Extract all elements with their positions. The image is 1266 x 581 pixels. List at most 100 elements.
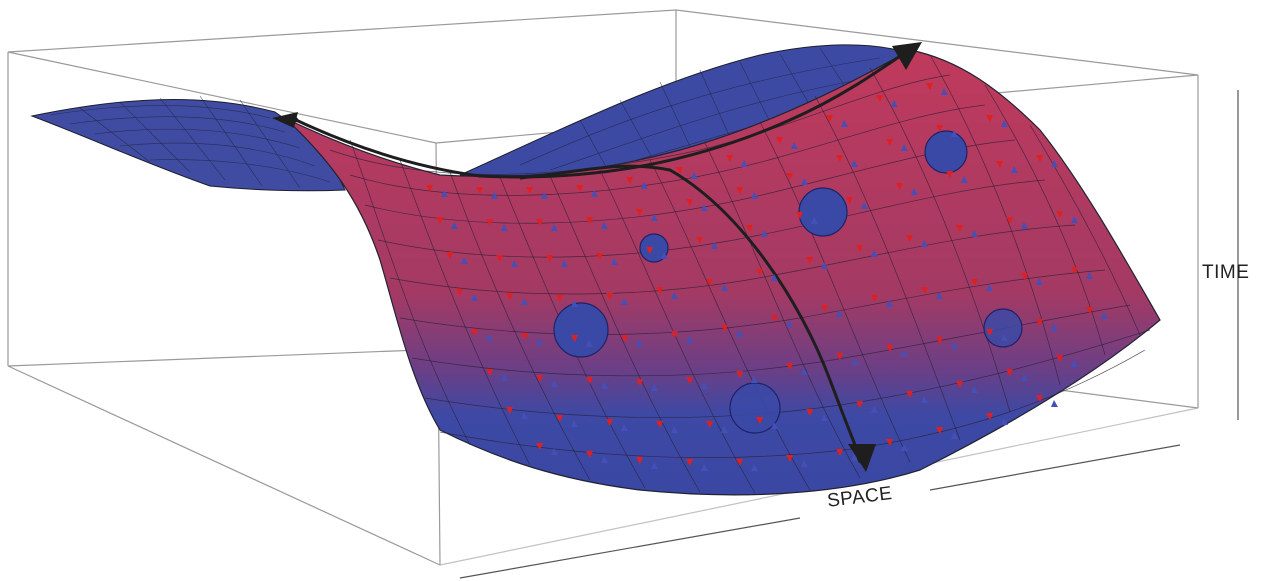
trajectory-upper: [289, 49, 911, 179]
flow-arrow-blue: [1071, 216, 1078, 223]
flow-arrow-blue: [721, 426, 728, 433]
flow-arrow-blue: [951, 130, 958, 137]
main-trajectories: [289, 49, 911, 467]
flow-arrow-blue: [571, 300, 578, 307]
flow-arrow-red: [756, 417, 763, 424]
flow-arrow-blue: [1051, 324, 1058, 331]
flow-arrow-blue: [921, 396, 928, 403]
flow-arrow-blue: [1036, 278, 1043, 285]
flow-arrow-blue: [901, 350, 908, 357]
flow-arrow-blue: [871, 250, 878, 257]
trajectory-down: [519, 164, 865, 467]
flow-arrow-red: [676, 167, 683, 174]
flow-arrow-blue: [641, 182, 648, 189]
flow-arrow-blue: [821, 262, 828, 269]
flow-arrow-blue: [651, 462, 658, 469]
flow-arrow-red: [706, 279, 713, 286]
flow-arrow-red: [786, 363, 793, 370]
flow-arrow-red: [706, 421, 713, 428]
flow-arrow-blue: [786, 320, 793, 327]
flow-arrow-red: [586, 451, 593, 458]
flow-arrow-red: [536, 219, 543, 226]
flow-arrow-red: [556, 295, 563, 302]
flow-arrow-blue: [636, 340, 643, 347]
flow-arrow-red: [536, 443, 543, 450]
flow-arrow-red: [1036, 319, 1043, 326]
flow-arrow-blue: [911, 188, 918, 195]
flow-arrow-blue: [811, 217, 818, 224]
flow-arrow-blue: [771, 274, 778, 281]
flow-arrow-red: [586, 377, 593, 384]
flow-arrow-blue: [871, 406, 878, 413]
flow-arrow-blue: [551, 448, 558, 455]
flow-arrow-blue: [486, 334, 493, 341]
flow-arrow-blue: [701, 204, 708, 211]
flow-arrow-blue: [511, 260, 518, 267]
flow-arrow-red: [756, 269, 763, 276]
flow-arrow-red: [726, 155, 733, 162]
flow-arrow-red: [721, 325, 728, 332]
flow-arrow-blue: [621, 424, 628, 431]
flow-arrow-red: [686, 459, 693, 466]
flow-arrow-red: [606, 419, 613, 426]
flow-arrow-red: [636, 457, 643, 464]
flow-arrow-red: [1036, 395, 1043, 402]
flow-arrow-red: [521, 333, 528, 340]
flow-arrow-blue: [601, 222, 608, 229]
flow-arrow-blue: [451, 222, 458, 229]
flow-arrow-red: [1036, 155, 1043, 162]
flow-arrow-red: [826, 115, 833, 122]
flow-arrow-red: [876, 95, 883, 102]
flow-arrow-red: [886, 345, 893, 352]
flow-arrow-blue: [901, 144, 908, 151]
flow-arrow-red: [446, 252, 453, 259]
flow-arrow-red: [856, 245, 863, 252]
flow-arrow-blue: [586, 340, 593, 347]
flow-arrow-blue: [551, 224, 558, 231]
flow-arrow-blue: [801, 178, 808, 185]
flow-arrow-blue: [751, 192, 758, 199]
flow-arrow-red: [636, 379, 643, 386]
flow-arrow-red: [986, 115, 993, 122]
flow-arrow-blue: [1051, 400, 1058, 407]
flow-arrow-blue: [561, 260, 568, 267]
flow-arrow-red: [1056, 211, 1063, 218]
flow-arrow-red: [696, 237, 703, 244]
flow-arrow-blue: [861, 202, 868, 209]
flow-arrow-blue: [836, 310, 843, 317]
flow-arrow-blue: [541, 192, 548, 199]
flow-arrow-red: [621, 335, 628, 342]
flow-arrow-blue: [901, 444, 908, 451]
flow-arrow-blue: [886, 300, 893, 307]
arrowhead-top-right: [892, 42, 922, 70]
flow-arrow-blue: [761, 230, 768, 237]
flow-arrow-blue: [951, 432, 958, 439]
flow-arrow-blue: [851, 454, 858, 461]
flow-arrow-blue: [1101, 312, 1108, 319]
flow-arrow-blue: [1071, 360, 1078, 367]
flow-arrow-blue: [601, 456, 608, 463]
flow-arrow-blue: [611, 258, 618, 265]
flow-arrow-red: [736, 459, 743, 466]
flow-arrow-red: [686, 199, 693, 206]
flow-arrow-blue: [651, 384, 658, 391]
flow-arrow-red: [1021, 273, 1028, 280]
flow-arrow-red: [926, 83, 933, 90]
flow-arrow-red: [946, 171, 953, 178]
flow-arrow-red: [936, 337, 943, 344]
flow-arrow-red: [456, 289, 463, 296]
flow-arrow-red: [776, 137, 783, 144]
node: [924, 130, 968, 174]
flow-arrow-blue: [971, 386, 978, 393]
flow-arrow-red: [476, 187, 483, 194]
flow-arrow-red: [846, 197, 853, 204]
flow-arrow-red: [771, 315, 778, 322]
flow-arrow-blue: [741, 160, 748, 167]
flow-arrow-red: [986, 413, 993, 420]
flow-arrow-blue: [801, 368, 808, 375]
flow-arrow-red: [906, 235, 913, 242]
time-axis-label: TIME: [1202, 262, 1250, 283]
flow-arrow-red: [906, 391, 913, 398]
flow-arrow-red: [686, 377, 693, 384]
node: [639, 233, 669, 263]
